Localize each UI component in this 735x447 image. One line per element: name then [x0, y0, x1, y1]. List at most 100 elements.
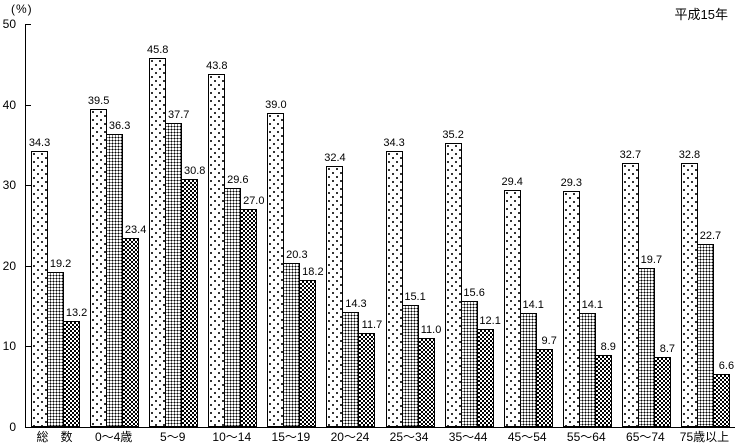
- x-axis-label: 20〜24: [330, 430, 370, 444]
- bar-series-2: [637, 268, 655, 427]
- bar-value-label: 22.7: [699, 230, 722, 242]
- bar-series-2: [165, 123, 183, 427]
- bar-group: 39.5 36.3 23.4: [85, 24, 147, 427]
- y-tick-label-20: 20: [2, 258, 16, 273]
- bar-series-1: [562, 191, 580, 427]
- bar-value-label: 27.0: [243, 195, 265, 207]
- bar-series-1: [267, 113, 285, 427]
- bar-group: 34.3 15.1 11.0: [381, 24, 442, 427]
- x-axis-label: 35〜44: [448, 430, 488, 444]
- bar-value-label: 34.3: [383, 137, 405, 149]
- y-tick-mark: [26, 24, 31, 25]
- bar-series-1: [208, 74, 226, 427]
- bar-value-label: 11.7: [361, 319, 383, 331]
- bar-series-1: [444, 143, 462, 427]
- bar-value-label: 12.1: [479, 315, 501, 327]
- bar-group: 29.4 14.1 9.7: [499, 24, 558, 427]
- bar-value-label: 32.7: [619, 149, 642, 161]
- bar-value-label: 37.7: [167, 109, 190, 121]
- bar-series-3: [358, 333, 376, 427]
- bar-series-2: [47, 272, 65, 427]
- bar-series-3: [594, 355, 612, 427]
- bar-series-2: [283, 263, 301, 427]
- bar-value-label: 11.0: [420, 324, 442, 336]
- bar-series-2: [224, 188, 242, 427]
- y-tick-mark: [26, 265, 31, 267]
- bar-value-label: 29.3: [560, 177, 582, 189]
- bar-series-2: [578, 313, 596, 427]
- bar-series-3: [299, 280, 317, 427]
- bar-value-label: 45.8: [146, 44, 169, 56]
- bar-group: 32.7 19.7 8.7: [617, 24, 676, 427]
- bar-series-2: [106, 134, 124, 427]
- x-axis-label: 45〜54: [507, 430, 547, 444]
- bar-value-label: 34.3: [28, 137, 51, 149]
- x-axis-label: 5〜9: [160, 430, 186, 444]
- bar-value-label: 20.3: [286, 249, 308, 261]
- bar-value-label: 8.7: [659, 343, 676, 355]
- bar-group: 39.0 20.3 18.2: [262, 24, 324, 427]
- bar-group: 43.8 29.6 27.0: [203, 24, 265, 427]
- bar-series-1: [90, 109, 108, 427]
- bar-value-label: 14.3: [345, 298, 367, 310]
- bar-value-label: 19.7: [640, 254, 663, 266]
- bar-series-3: [476, 329, 494, 427]
- y-tick-mark: [26, 104, 31, 106]
- bar-group: 34.3 19.2 13.2: [26, 24, 88, 427]
- plot-area: 34.3 19.2 13.2 39.5 36.3 23.4 45.8 37.7 30.8 43.8…: [25, 24, 735, 428]
- bar-value-label: 15.1: [404, 291, 426, 303]
- x-axis-label: 総 数: [36, 430, 73, 444]
- bar-series-1: [326, 166, 344, 427]
- y-tick-label-0: 0: [9, 420, 16, 434]
- bar-value-label: 15.6: [463, 287, 485, 299]
- bar-series-1: [149, 58, 167, 427]
- bar-value-label: 32.8: [678, 149, 701, 161]
- y-tick-label-10: 10: [2, 339, 16, 354]
- y-tick-mark: [26, 346, 31, 348]
- x-axis-label: 0〜4歳: [94, 430, 133, 444]
- y-tick-label-40: 40: [2, 97, 16, 112]
- bar-value-label: 32.4: [324, 152, 346, 164]
- bar-value-label: 29.4: [501, 176, 523, 188]
- x-axis-label: 15〜19: [271, 430, 311, 444]
- bar-series-3: [417, 338, 435, 427]
- bar-series-1: [31, 151, 49, 427]
- bar-series-2: [342, 312, 360, 427]
- bar-series-3: [63, 321, 81, 427]
- x-axis-label: 25〜34: [389, 430, 429, 444]
- bar-value-label: 23.4: [124, 224, 147, 236]
- bar-value-label: 6.6: [718, 360, 735, 372]
- bar-value-label: 18.2: [302, 266, 324, 278]
- bar-value-label: 39.0: [265, 99, 287, 111]
- bar-series-3: [712, 374, 730, 427]
- bar-value-label: 36.3: [108, 120, 131, 132]
- bar-series-3: [181, 179, 199, 427]
- bar-value-label: 39.5: [87, 95, 110, 107]
- y-tick-label-30: 30: [2, 178, 16, 193]
- bar-value-label: 13.2: [65, 307, 88, 319]
- y-tick-label-50: 50: [2, 17, 16, 31]
- bar-series-3: [535, 349, 553, 427]
- bar-series-2: [696, 244, 714, 427]
- bar-group: 45.8 37.7 30.8: [144, 24, 205, 427]
- bar-value-label: 8.9: [600, 341, 616, 353]
- x-axis-label: 10〜14: [212, 430, 252, 444]
- bar-series-1: [385, 151, 403, 427]
- bar-series-1: [680, 163, 698, 427]
- y-axis-unit-label: (%): [11, 2, 33, 16]
- bar-group: 32.8 22.7 6.6: [676, 24, 735, 427]
- bar-value-label: 35.2: [442, 129, 464, 141]
- bar-series-2: [401, 305, 419, 427]
- bar-series-1: [621, 163, 639, 427]
- bar-series-3: [653, 357, 671, 427]
- bar-group: 35.2 15.6 12.1: [440, 24, 501, 427]
- bar-group: 29.3 14.1 8.9: [558, 24, 617, 427]
- bar-series-3: [122, 238, 140, 427]
- bar-series-3: [240, 209, 258, 427]
- y-tick-mark: [26, 185, 31, 187]
- bar-value-label: 14.1: [522, 299, 544, 311]
- x-axis-label: 75歳以上: [679, 430, 730, 444]
- bar-value-label: 14.1: [581, 299, 603, 311]
- bar-group: 32.4 14.3 11.7: [321, 24, 383, 427]
